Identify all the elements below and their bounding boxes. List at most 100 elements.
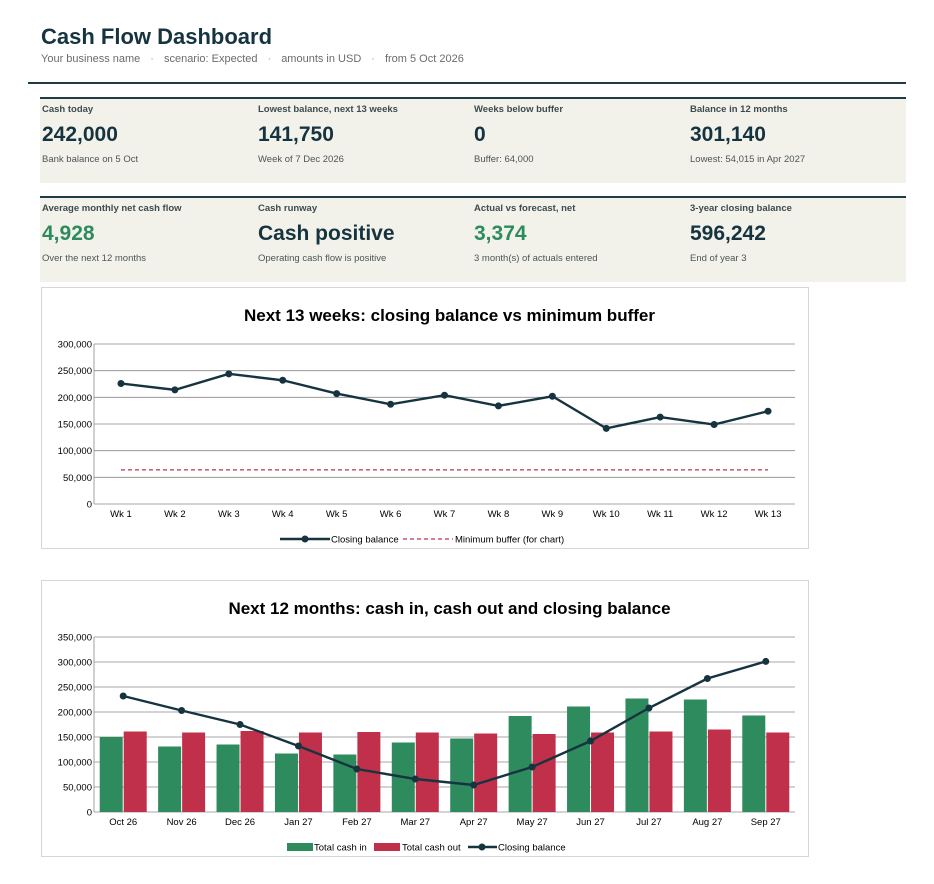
bar-total-cash-in <box>333 754 357 812</box>
weekly-balance-chart: Next 13 weeks: closing balance vs minimu… <box>41 287 809 549</box>
closing-balance-point <box>178 707 186 714</box>
chart-title: Next 12 months: cash in, cash out and cl… <box>228 599 670 618</box>
bar-total-cash-out <box>123 731 147 812</box>
closing-balance-point <box>236 721 244 728</box>
legend-closing-balance-label: Closing balance <box>331 535 399 546</box>
kpi-value: 141,750 <box>258 123 334 146</box>
x-tick-label: Jan 27 <box>284 817 313 828</box>
kpi-label: Average monthly net cash flow <box>42 203 182 214</box>
x-tick-label: Nov 26 <box>167 817 197 828</box>
bar-total-cash-out <box>707 729 731 812</box>
dashboard-subtitle: Your business name · scenario: Expected · am… <box>41 53 464 65</box>
kpi-label: Lowest balance, next 13 weeks <box>258 104 398 115</box>
kpi-row-1: Cash today 242,000 Bank balance on 5 Oct… <box>40 97 906 183</box>
y-tick-label: 50,000 <box>63 783 92 794</box>
closing-balance-point <box>294 742 302 750</box>
closing-balance-point <box>225 370 233 378</box>
x-tick-label: Wk 9 <box>542 509 564 520</box>
legend-cash-in-swatch <box>287 843 313 851</box>
bar-total-cash-in <box>742 715 766 812</box>
bar-total-cash-out <box>298 732 322 812</box>
closing-balance-point <box>470 781 478 789</box>
header-divider <box>28 82 906 84</box>
x-tick-label: Jul 27 <box>636 817 661 828</box>
legend-cash-in-label: Total cash in <box>314 843 367 854</box>
bar-total-cash-in <box>274 753 298 812</box>
y-tick-label: 150,000 <box>58 420 92 431</box>
kpi-note: Week of 7 Dec 2026 <box>258 154 344 165</box>
bar-total-cash-in <box>450 738 474 812</box>
monthly-cashflow-chart: Next 12 months: cash in, cash out and cl… <box>41 580 809 857</box>
x-tick-label: Jun 27 <box>576 817 605 828</box>
bar-total-cash-out <box>415 732 439 812</box>
kpi-label: Weeks below buffer <box>474 104 564 115</box>
closing-balance-point <box>762 657 770 665</box>
kpi-row-2: Average monthly net cash flow 4,928 Over… <box>40 196 906 282</box>
closing-balance-point <box>494 402 502 410</box>
x-tick-label: May 27 <box>517 817 548 828</box>
legend-closing-balance-marker <box>301 535 309 543</box>
closing-balance-point <box>279 376 287 384</box>
x-tick-label: Wk 4 <box>272 509 294 520</box>
scenario-label: scenario: Expected <box>163 53 258 65</box>
kpi-note: Operating cash flow is positive <box>258 253 387 264</box>
x-tick-label: Wk 10 <box>593 509 620 520</box>
subtitle-separator: · <box>371 53 375 65</box>
x-tick-label: Wk 13 <box>755 509 782 520</box>
bar-total-cash-out <box>474 733 498 812</box>
bar-total-cash-out <box>532 734 556 812</box>
closing-balance-point <box>333 390 341 398</box>
business-name: Your business name <box>41 53 141 65</box>
closing-balance-point <box>548 392 556 400</box>
bar-total-cash-in <box>216 744 240 812</box>
bar-total-cash-out <box>591 732 615 812</box>
y-tick-label: 150,000 <box>58 733 92 744</box>
y-tick-label: 200,000 <box>58 393 92 404</box>
legend-cash-out-label: Total cash out <box>402 843 461 854</box>
kpi-note: Lowest: 54,015 in Apr 2027 <box>690 154 806 165</box>
x-tick-label: Oct 26 <box>109 817 137 828</box>
y-tick-label: 300,000 <box>58 658 92 669</box>
kpi-label: Balance in 12 months <box>690 104 788 115</box>
kpi-value: 301,140 <box>690 123 766 146</box>
y-tick-label: 100,000 <box>58 758 92 769</box>
bar-total-cash-in <box>683 699 707 812</box>
x-tick-label: Dec 26 <box>225 817 255 828</box>
kpi-note: Buffer: 64,000 <box>474 154 534 165</box>
bar-total-cash-out <box>182 732 206 812</box>
start-date-label: from 5 Oct 2026 <box>384 53 464 65</box>
kpi-note: End of year 3 <box>690 253 747 264</box>
bar-total-cash-in <box>99 737 123 812</box>
kpi-value: Cash positive <box>258 222 395 245</box>
y-tick-label: 250,000 <box>58 366 92 377</box>
closing-balance-point <box>528 763 536 771</box>
monthly-cashflow-chart-svg: Next 12 months: cash in, cash out and cl… <box>58 599 795 854</box>
x-tick-label: Wk 12 <box>701 509 728 520</box>
x-tick-label: Feb 27 <box>342 817 372 828</box>
closing-balance-point <box>656 413 664 421</box>
kpi-note: Bank balance on 5 Oct <box>42 154 139 165</box>
legend-cash-out-swatch <box>374 843 400 851</box>
closing-balance-point <box>171 386 179 394</box>
x-tick-label: Wk 11 <box>647 509 673 520</box>
y-tick-label: 100,000 <box>58 446 92 457</box>
legend-closing-balance-marker <box>478 843 486 851</box>
series-closing-balance-line <box>122 660 767 787</box>
closing-balance-point <box>387 400 395 408</box>
y-tick-label: 350,000 <box>58 633 92 644</box>
x-tick-label: Wk 3 <box>218 509 240 520</box>
kpi-value: 242,000 <box>42 123 118 146</box>
closing-balance-point <box>645 704 653 712</box>
bar-total-cash-out <box>649 731 673 812</box>
x-tick-label: Wk 2 <box>164 509 186 520</box>
bar-total-cash-out <box>240 731 264 812</box>
legend-minimum-buffer-label: Minimum buffer (for chart) <box>455 535 564 546</box>
x-tick-label: Mar 27 <box>401 817 431 828</box>
currency-label: amounts in USD <box>281 53 362 65</box>
closing-balance-point <box>587 737 595 745</box>
kpi-label: 3-year closing balance <box>690 203 792 214</box>
bar-total-cash-in <box>158 746 182 812</box>
x-tick-label: Wk 1 <box>110 509 132 520</box>
kpi-label: Cash runway <box>258 203 318 214</box>
subtitle-separator: · <box>150 53 154 65</box>
